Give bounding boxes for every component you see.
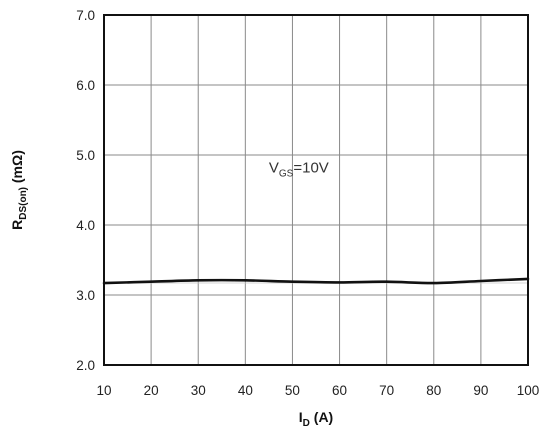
vgs-annotation: VGS=10V bbox=[269, 160, 329, 180]
x-tick-label: 20 bbox=[144, 383, 159, 398]
series-line bbox=[102, 277, 530, 285]
x-tick-label: 70 bbox=[379, 383, 394, 398]
y-tick-label: 4.0 bbox=[76, 218, 95, 233]
y-axis-title: RDS(on) (mΩ) bbox=[9, 150, 29, 230]
y-tick-label: 7.0 bbox=[76, 8, 95, 23]
x-tick-label: 80 bbox=[426, 383, 441, 398]
x-tick-label: 10 bbox=[96, 383, 111, 398]
x-tick-label: 60 bbox=[332, 383, 347, 398]
y-tick-label: 3.0 bbox=[76, 288, 95, 303]
x-tick-label: 50 bbox=[285, 383, 300, 398]
x-tick-label: 100 bbox=[517, 383, 540, 398]
x-tick-label: 40 bbox=[238, 383, 253, 398]
x-tick-label: 90 bbox=[473, 383, 488, 398]
y-tick-label: 5.0 bbox=[76, 148, 95, 163]
plot-frame bbox=[103, 14, 529, 366]
y-tick-labels: 2.0 3.0 4.0 5.0 6.0 7.0 bbox=[76, 8, 95, 373]
grid bbox=[104, 15, 528, 365]
y-tick-label: 6.0 bbox=[76, 78, 95, 93]
x-tick-label: 30 bbox=[191, 383, 206, 398]
y-tick-label: 2.0 bbox=[76, 358, 95, 373]
x-tick-labels: 10 20 30 40 50 60 70 80 90 100 bbox=[96, 383, 539, 398]
x-axis-title: ID (A) bbox=[299, 409, 333, 429]
series-layer bbox=[102, 277, 530, 285]
